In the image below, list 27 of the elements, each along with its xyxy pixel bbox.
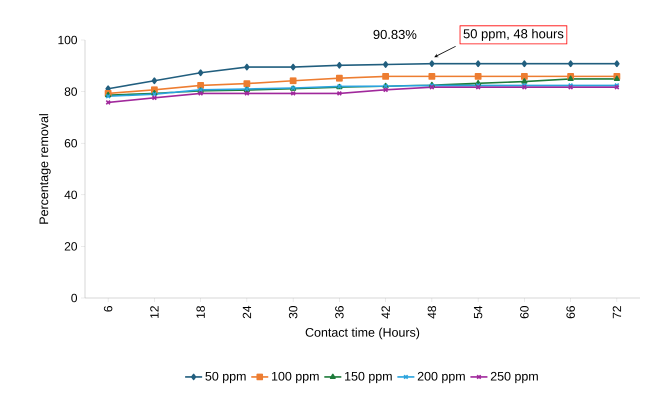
legend-label: 100 ppm (272, 372, 319, 384)
x-tick-label: 72 (612, 306, 622, 318)
x-tick-label: 12 (150, 306, 159, 318)
x-tick-label: 60 (520, 306, 529, 318)
legend-label: 150 ppm (345, 372, 392, 384)
x-tick-label: 36 (335, 306, 344, 318)
y-tick-label: 0 (71, 294, 78, 302)
x-tick-label: 48 (428, 306, 436, 319)
y-tick-label: 40 (64, 190, 78, 200)
x-tick-label: 42 (381, 306, 390, 319)
text: 90.83% (374, 30, 416, 40)
y-tick-label: 20 (64, 242, 78, 251)
x-tick-label: 54 (474, 306, 482, 318)
y-tick-label: 100 (58, 36, 78, 44)
y-tick-label: 80 (64, 87, 78, 96)
x-tick-label: 18 (196, 306, 205, 318)
legend-label: 200 ppm (418, 372, 465, 384)
x-tick-label: 66 (566, 306, 575, 318)
x-tick-label: 30 (288, 306, 298, 318)
x-axis-title: Contact time (Hours) (306, 328, 420, 340)
legend-label: 250 ppm (490, 372, 538, 384)
legend-label: 50 ppm (205, 372, 246, 384)
y-axis-title: Percentage removal (39, 114, 51, 224)
y-tick-label: 60 (64, 138, 78, 148)
annotation: 50 ppm, 48 hours (464, 28, 564, 41)
x-tick-label: 6 (104, 306, 112, 312)
x-tick-label: 24 (242, 306, 252, 318)
